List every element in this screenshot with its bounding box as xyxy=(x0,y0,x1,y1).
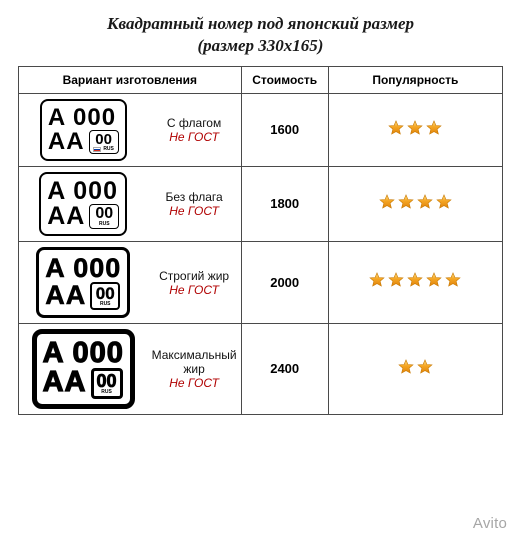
star-rating xyxy=(368,271,462,289)
gost-note: Не ГОСТ xyxy=(152,283,237,297)
plate-wrapper: A 000 AA 00 RUS xyxy=(23,247,144,318)
variant-cell: Строгий жир Не ГОСТ xyxy=(148,242,241,323)
plate-top: A 000 xyxy=(45,255,121,282)
plate-letters: AA xyxy=(43,368,87,399)
watermark: Avito xyxy=(473,515,507,532)
star-icon xyxy=(387,119,405,137)
plate-region: 00 RUS xyxy=(91,368,123,399)
plate-region-code: 00 xyxy=(95,206,113,222)
table-row: A 000 AA 00 RUS Без флага Не ГОСТ 1800 xyxy=(19,167,503,242)
variant-cell: Без флага Не ГОСТ xyxy=(148,167,241,241)
table-row: A 000 AA 00 RUS Максимальный жир Не ГОСТ… xyxy=(19,324,503,415)
plate-cell: A 000 AA 00 RUS xyxy=(19,242,148,323)
plate-wrapper: A 000 AA 00 RUS xyxy=(23,172,144,236)
col-popularity: Популярность xyxy=(328,67,502,94)
gost-note: Не ГОСТ xyxy=(152,376,237,390)
star-icon xyxy=(368,271,386,289)
plate-top: A 000 xyxy=(48,106,119,130)
license-plate: A 000 AA 00 RUS xyxy=(39,172,127,236)
plate-cell: A 000 AA 00 RUS xyxy=(19,324,148,414)
col-price: Стоимость xyxy=(241,67,328,94)
price-value: 2000 xyxy=(270,275,299,290)
product-table-card: Квадратный номер под японский размер (ра… xyxy=(0,0,521,415)
license-plate: A 000 AA 00 RUS xyxy=(32,329,135,409)
variant-name: Максимальный жир xyxy=(152,348,237,376)
plate-rus: RUS xyxy=(99,222,110,227)
star-icon xyxy=(406,271,424,289)
gost-note: Не ГОСТ xyxy=(152,204,237,218)
plate-rus: RUS xyxy=(103,147,114,152)
page-subtitle: (размер 330x165) xyxy=(18,36,503,56)
plate-letters: AA xyxy=(48,130,85,154)
plate-rus: RUS xyxy=(101,390,112,395)
star-icon xyxy=(435,193,453,211)
star-icon xyxy=(425,271,443,289)
table-row: A 000 AA 00 RUS Строгий жир Не ГОСТ 2000 xyxy=(19,242,503,324)
price-value: 2400 xyxy=(270,361,299,376)
gost-note: Не ГОСТ xyxy=(152,130,237,144)
star-rating xyxy=(387,119,443,137)
col-variant: Вариант изготовления xyxy=(19,67,242,94)
star-icon xyxy=(387,271,405,289)
star-icon xyxy=(444,271,462,289)
plate-top: A 000 xyxy=(43,339,124,368)
variant-cell: С флагом Не ГОСТ xyxy=(148,94,241,166)
star-rating xyxy=(397,358,434,376)
plate-region-code: 00 xyxy=(97,372,117,390)
star-rating xyxy=(378,193,453,211)
variant-name: Без флага xyxy=(152,190,237,204)
star-icon xyxy=(378,193,396,211)
license-plate: A 000 AA 00 RUS xyxy=(36,247,130,318)
plate-cell: A 000 AA 00 RUS xyxy=(19,167,148,241)
star-icon xyxy=(406,119,424,137)
table-row: A 000 AA 00 RUS С флагом Не ГОСТ 1600 xyxy=(19,94,503,167)
plate-region: 00 RUS xyxy=(89,204,119,229)
star-icon xyxy=(397,193,415,211)
variant-cell: Максимальный жир Не ГОСТ xyxy=(148,324,241,414)
plate-wrapper: A 000 AA 00 RUS xyxy=(23,329,144,409)
plate-region: 00 RUS xyxy=(90,282,120,310)
plate-letters: AA xyxy=(47,204,85,229)
price-value: 1600 xyxy=(270,122,299,137)
plate-top: A 000 xyxy=(47,179,119,204)
star-icon xyxy=(397,358,415,376)
plate-region: 00 RUS xyxy=(89,130,119,154)
plate-rus: RUS xyxy=(100,302,111,307)
plate-region-code: 00 xyxy=(95,132,112,147)
plate-cell: A 000 AA 00 RUS xyxy=(19,94,148,166)
price-value: 1800 xyxy=(270,196,299,211)
license-plate: A 000 AA 00 RUS xyxy=(40,99,127,161)
page-title: Квадратный номер под японский размер xyxy=(18,14,503,34)
star-icon xyxy=(425,119,443,137)
star-icon xyxy=(416,193,434,211)
pricing-table: Вариант изготовления Стоимость Популярно… xyxy=(18,66,503,415)
star-icon xyxy=(416,358,434,376)
plate-wrapper: A 000 AA 00 RUS xyxy=(23,99,144,161)
plate-letters: AA xyxy=(45,282,86,310)
plate-region-code: 00 xyxy=(96,285,115,302)
variant-name: Строгий жир xyxy=(152,269,237,283)
flag-icon xyxy=(93,147,101,152)
variant-name: С флагом xyxy=(152,116,237,130)
